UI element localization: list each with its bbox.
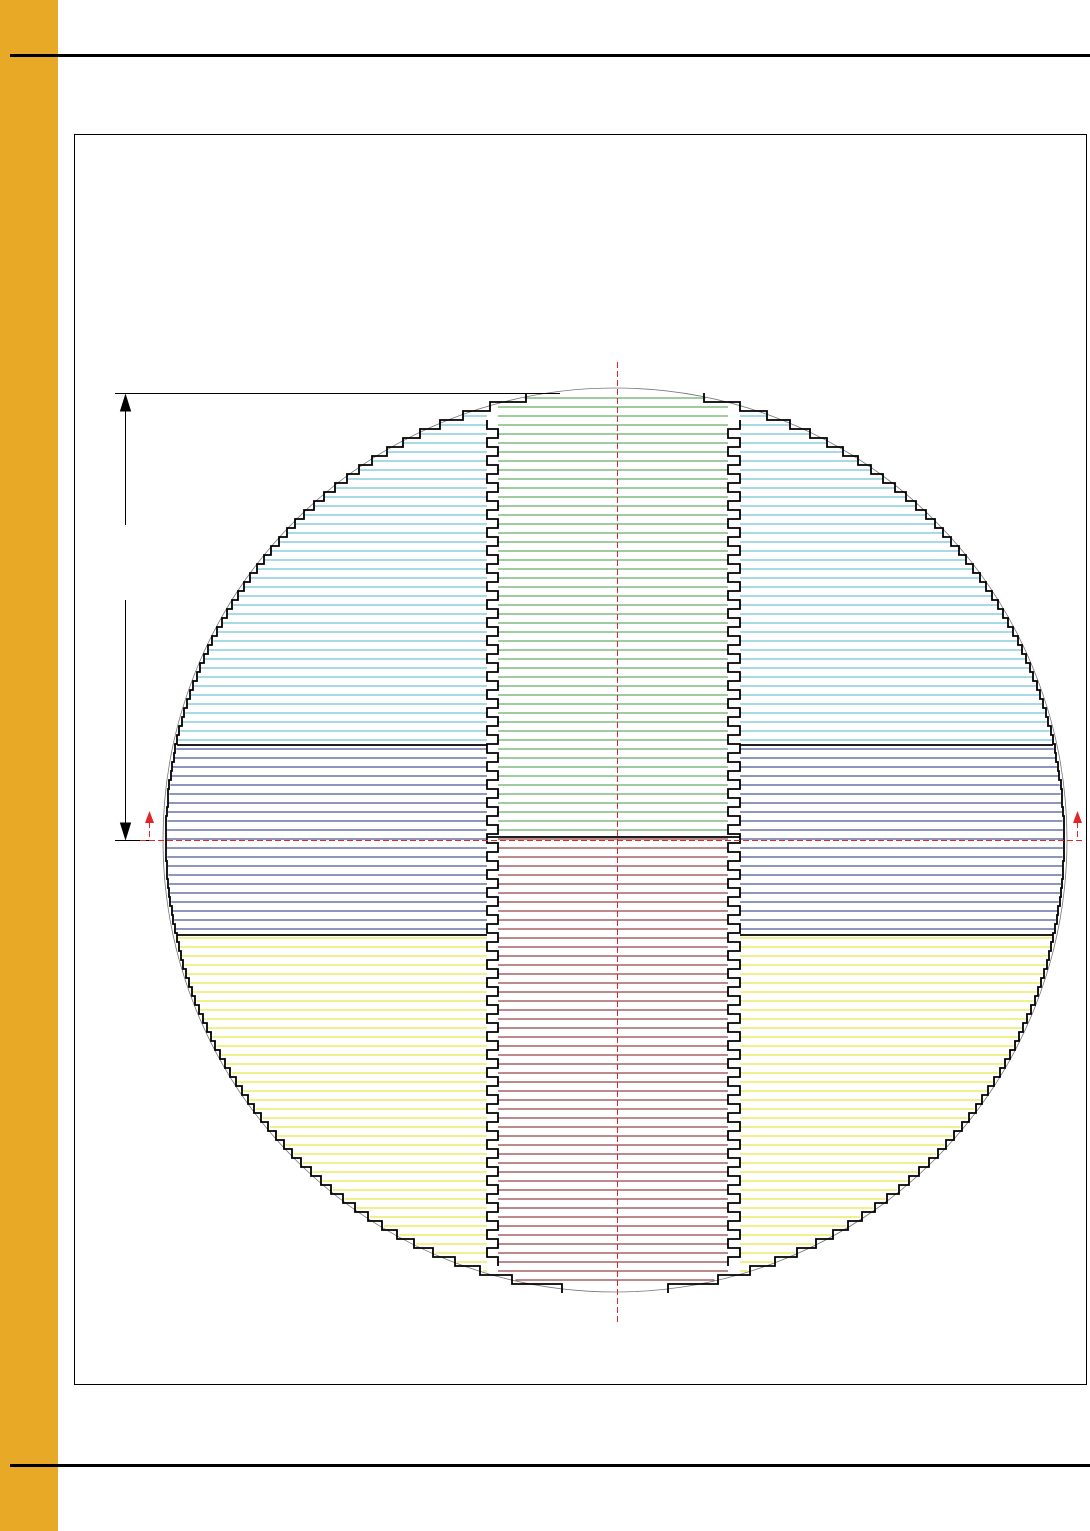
arrow-head — [119, 822, 132, 841]
figure-frame — [74, 134, 1087, 1385]
section-arrow — [1073, 811, 1082, 823]
floor-planks — [167, 397, 1063, 1281]
center-lines — [140, 362, 1082, 1322]
dimension — [115, 393, 560, 841]
arrow-head — [119, 393, 132, 412]
strip-edge — [486, 420, 499, 1266]
footer-rule — [10, 1464, 1090, 1467]
section-arrow — [145, 811, 154, 823]
header-rule — [10, 54, 1090, 57]
strip-edge — [727, 420, 741, 1266]
side-bar — [0, 0, 58, 1531]
stepped-edge — [165, 393, 563, 1293]
stepped-edge — [667, 393, 1065, 1293]
